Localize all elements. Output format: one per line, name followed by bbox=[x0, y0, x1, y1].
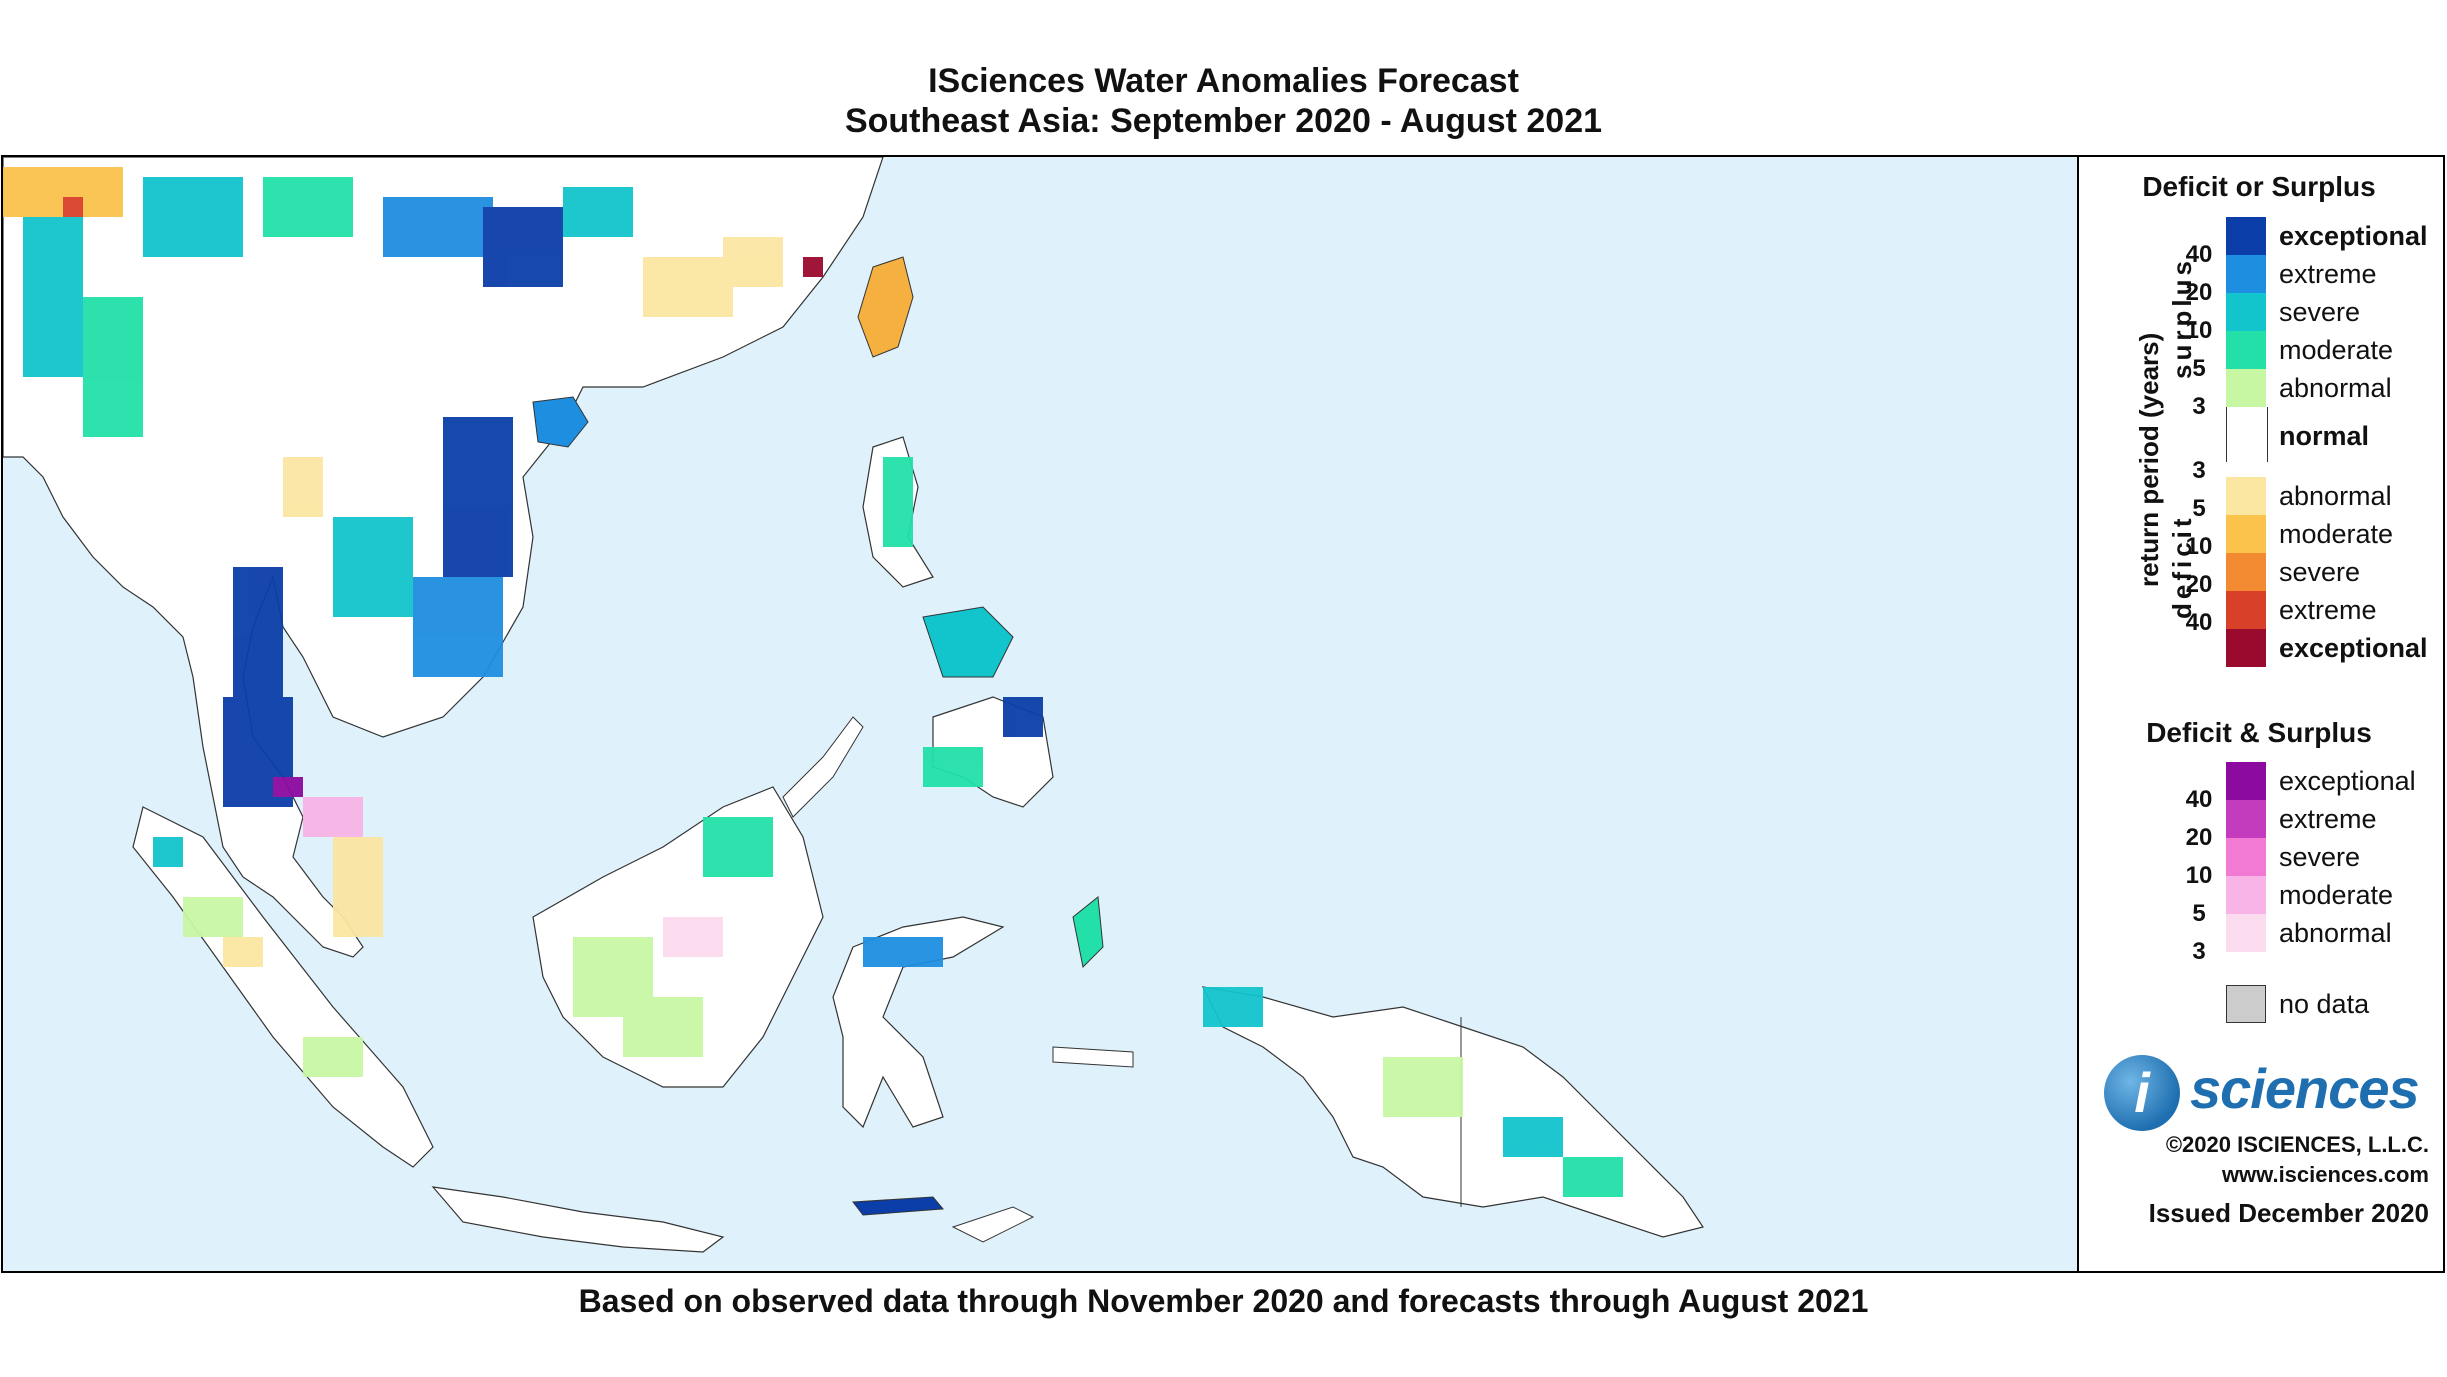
map-canvas bbox=[3, 157, 1704, 1253]
surplus-label-severe: severe bbox=[2279, 297, 2361, 327]
legend-title-deficit-and-surplus: Deficit & Surplus bbox=[2146, 717, 2372, 748]
surplus-swatch-extreme bbox=[2226, 255, 2266, 293]
halmahera bbox=[1072, 896, 1104, 969]
palawan bbox=[782, 716, 864, 818]
both-tick: 10 bbox=[2185, 862, 2213, 889]
deficit-label-moderate: moderate bbox=[2279, 519, 2394, 549]
anomaly-map bbox=[1, 155, 2079, 1273]
map-title: ISciences Water Anomalies Forecast bbox=[928, 62, 1519, 100]
both-label-extreme: extreme bbox=[2279, 804, 2377, 834]
java bbox=[431, 1186, 725, 1253]
surplus-tick: 20 bbox=[2185, 279, 2213, 306]
lesser-sunda bbox=[852, 1196, 945, 1216]
deficit-tick: 40 bbox=[2185, 609, 2213, 636]
both-swatch-abnormal bbox=[2226, 914, 2266, 952]
both-swatch-severe bbox=[2226, 838, 2266, 876]
isciences-logo-mark: i bbox=[2104, 1055, 2180, 1131]
deficit-tick: 10 bbox=[2185, 533, 2213, 560]
surplus-swatch-moderate bbox=[2226, 331, 2266, 369]
seram bbox=[1052, 1046, 1134, 1068]
taiwan bbox=[857, 256, 914, 358]
hainan bbox=[532, 396, 589, 448]
surplus-label-abnormal: abnormal bbox=[2279, 373, 2392, 403]
both-swatch-extreme bbox=[2226, 800, 2266, 838]
normal-label: normal bbox=[2279, 421, 2370, 451]
deficit-swatch-severe bbox=[2226, 553, 2266, 591]
anomaly-cells bbox=[3, 167, 1623, 1197]
both-tick: 40 bbox=[2185, 786, 2213, 813]
both-tick: 20 bbox=[2185, 824, 2213, 851]
surplus-label-extreme: extreme bbox=[2279, 259, 2377, 289]
normal-swatch bbox=[2226, 407, 2268, 462]
deficit-label-exceptional: exceptional bbox=[2279, 633, 2428, 663]
both-label-severe: severe bbox=[2279, 842, 2361, 872]
surplus-tick: 3 bbox=[2192, 393, 2206, 420]
surplus-swatch-severe bbox=[2226, 293, 2266, 331]
both-tick: 3 bbox=[2192, 938, 2206, 965]
copyright-text: ©2020 ISCIENCES, L.L.C. bbox=[2165, 1132, 2429, 1157]
both-label-moderate: moderate bbox=[2279, 880, 2394, 910]
surplus-tick: 5 bbox=[2192, 355, 2206, 382]
deficit-label-extreme: extreme bbox=[2279, 595, 2377, 625]
website-text: www.isciences.com bbox=[2221, 1162, 2429, 1187]
visayas bbox=[922, 606, 1014, 678]
surplus-swatch-exceptional bbox=[2226, 217, 2266, 255]
issued-date: Issued December 2020 bbox=[2148, 1198, 2429, 1228]
both-label-abnormal: abnormal bbox=[2279, 918, 2392, 948]
map-legend: Deficit or Surplus return period (years)… bbox=[2079, 155, 2445, 1273]
both-swatch-exceptional bbox=[2226, 762, 2266, 800]
isciences-logo-text: sciences bbox=[2190, 1057, 2420, 1120]
deficit-swatch-exceptional bbox=[2226, 629, 2266, 667]
deficit-tick: 5 bbox=[2192, 495, 2206, 522]
surplus-label-exceptional: exceptional bbox=[2279, 221, 2428, 251]
deficit-label-abnormal: abnormal bbox=[2279, 481, 2392, 511]
surplus-tick: 10 bbox=[2185, 317, 2213, 344]
legend-title-deficit-surplus: Deficit or Surplus bbox=[2142, 171, 2376, 202]
no-data-swatch bbox=[2226, 985, 2266, 1023]
sulawesi bbox=[832, 916, 1005, 1129]
data-source-note: Based on observed data through November … bbox=[578, 1283, 1869, 1319]
map-subtitle: Southeast Asia: September 2020 - August … bbox=[844, 102, 1603, 140]
deficit-swatch-abnormal bbox=[2226, 477, 2266, 515]
return-period-axis-label: return period (years) bbox=[2134, 332, 2164, 587]
both-swatch-moderate bbox=[2226, 876, 2266, 914]
deficit-swatch-moderate bbox=[2226, 515, 2266, 553]
deficit-axis-label: deficit bbox=[2167, 514, 2197, 619]
surplus-tick: 40 bbox=[2185, 241, 2213, 268]
deficit-tick: 20 bbox=[2185, 571, 2213, 598]
both-tick: 5 bbox=[2192, 900, 2206, 927]
deficit-tick: 3 bbox=[2192, 457, 2206, 484]
both-label-exceptional: exceptional bbox=[2279, 766, 2416, 796]
timor bbox=[951, 1206, 1035, 1243]
deficit-swatch-extreme bbox=[2226, 591, 2266, 629]
surplus-label-moderate: moderate bbox=[2279, 335, 2394, 365]
no-data-label: no data bbox=[2279, 989, 2370, 1019]
deficit-label-severe: severe bbox=[2279, 557, 2361, 587]
surplus-swatch-abnormal bbox=[2226, 369, 2266, 407]
